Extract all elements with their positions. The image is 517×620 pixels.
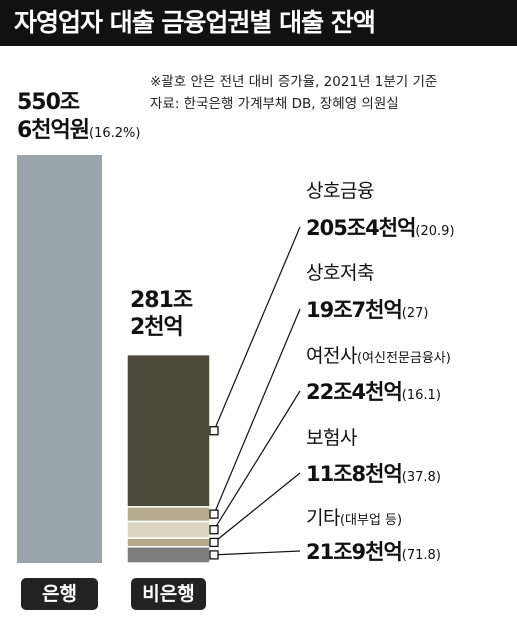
category-label: 비은행 (131, 578, 206, 610)
segment-note: (여신전문금융사) (356, 351, 451, 366)
bar-segment (126, 353, 211, 508)
segment-name-text: 상호저축 (306, 262, 374, 284)
bar-segment (126, 537, 211, 548)
segment-growth-label: (20.9) (415, 224, 455, 239)
bar-segment (126, 520, 211, 539)
segment-value-label: 205조4천억(20.9) (306, 215, 455, 241)
segment-name-text: 기타 (306, 507, 340, 529)
segment-value-label: 11조8천억(37.8) (306, 461, 441, 487)
segment-growth-label: (71.8) (401, 548, 441, 563)
segment-name: 상호금융 (306, 180, 374, 204)
segment-name: 보험사 (306, 427, 357, 451)
segment-value-text: 22조4천억 (306, 380, 403, 404)
segment-value-label: 21조9천억(71.8) (306, 539, 441, 565)
category-label: 은행 (21, 578, 98, 610)
leader-marker (209, 525, 219, 535)
chart-title: 자영업자 대출 금융업권별 대출 잔액 (0, 0, 517, 46)
leader-line (213, 550, 301, 556)
value-label: 281조 2천억 (130, 287, 193, 341)
leader-marker (209, 426, 219, 436)
bar (17, 155, 102, 563)
growth-label: (16.2%) (89, 125, 141, 141)
bar-segment (126, 546, 211, 564)
segment-value-text: 205조4천억 (306, 216, 416, 240)
segment-value-text: 19조7천억 (306, 298, 403, 322)
segment-growth-label: (27) (401, 306, 429, 321)
leader-marker (209, 537, 219, 548)
value-label: 550조 6천억원(16.2%) (17, 89, 140, 144)
segment-name: 여전사(여신전문금융사) (306, 345, 451, 369)
leader-line (213, 472, 301, 543)
leader-line (213, 308, 301, 515)
source: 자료: 한국은행 가계부채 DB, 장혜영 의원실 (150, 96, 399, 112)
segment-name: 상호저축 (306, 262, 374, 286)
leader-marker (209, 550, 219, 560)
segment-name-text: 여전사 (306, 345, 357, 367)
note: ※괄호 안은 전년 대비 증가율, 2021년 1분기 기준 (150, 74, 438, 90)
segment-name-text: 상호금융 (306, 180, 374, 202)
segment-growth-label: (16.1) (401, 388, 441, 403)
segment-growth-label: (37.8) (401, 470, 441, 485)
segment-value-text: 11조8천억 (306, 462, 403, 486)
segment-note: (대부업 등) (339, 513, 403, 528)
segment-name: 기타(대부업 등) (306, 507, 402, 531)
segment-value-label: 22조4천억(16.1) (306, 379, 441, 405)
leader-line (213, 390, 301, 531)
value-label-text: 550조 6천억원 (17, 90, 90, 143)
segment-value-text: 21조9천억 (306, 540, 403, 564)
leader-line (213, 226, 301, 431)
leader-marker (209, 509, 219, 519)
segment-value-label: 19조7천억(27) (306, 297, 428, 323)
bar-segment (126, 506, 211, 523)
segment-name-text: 보험사 (306, 427, 357, 449)
